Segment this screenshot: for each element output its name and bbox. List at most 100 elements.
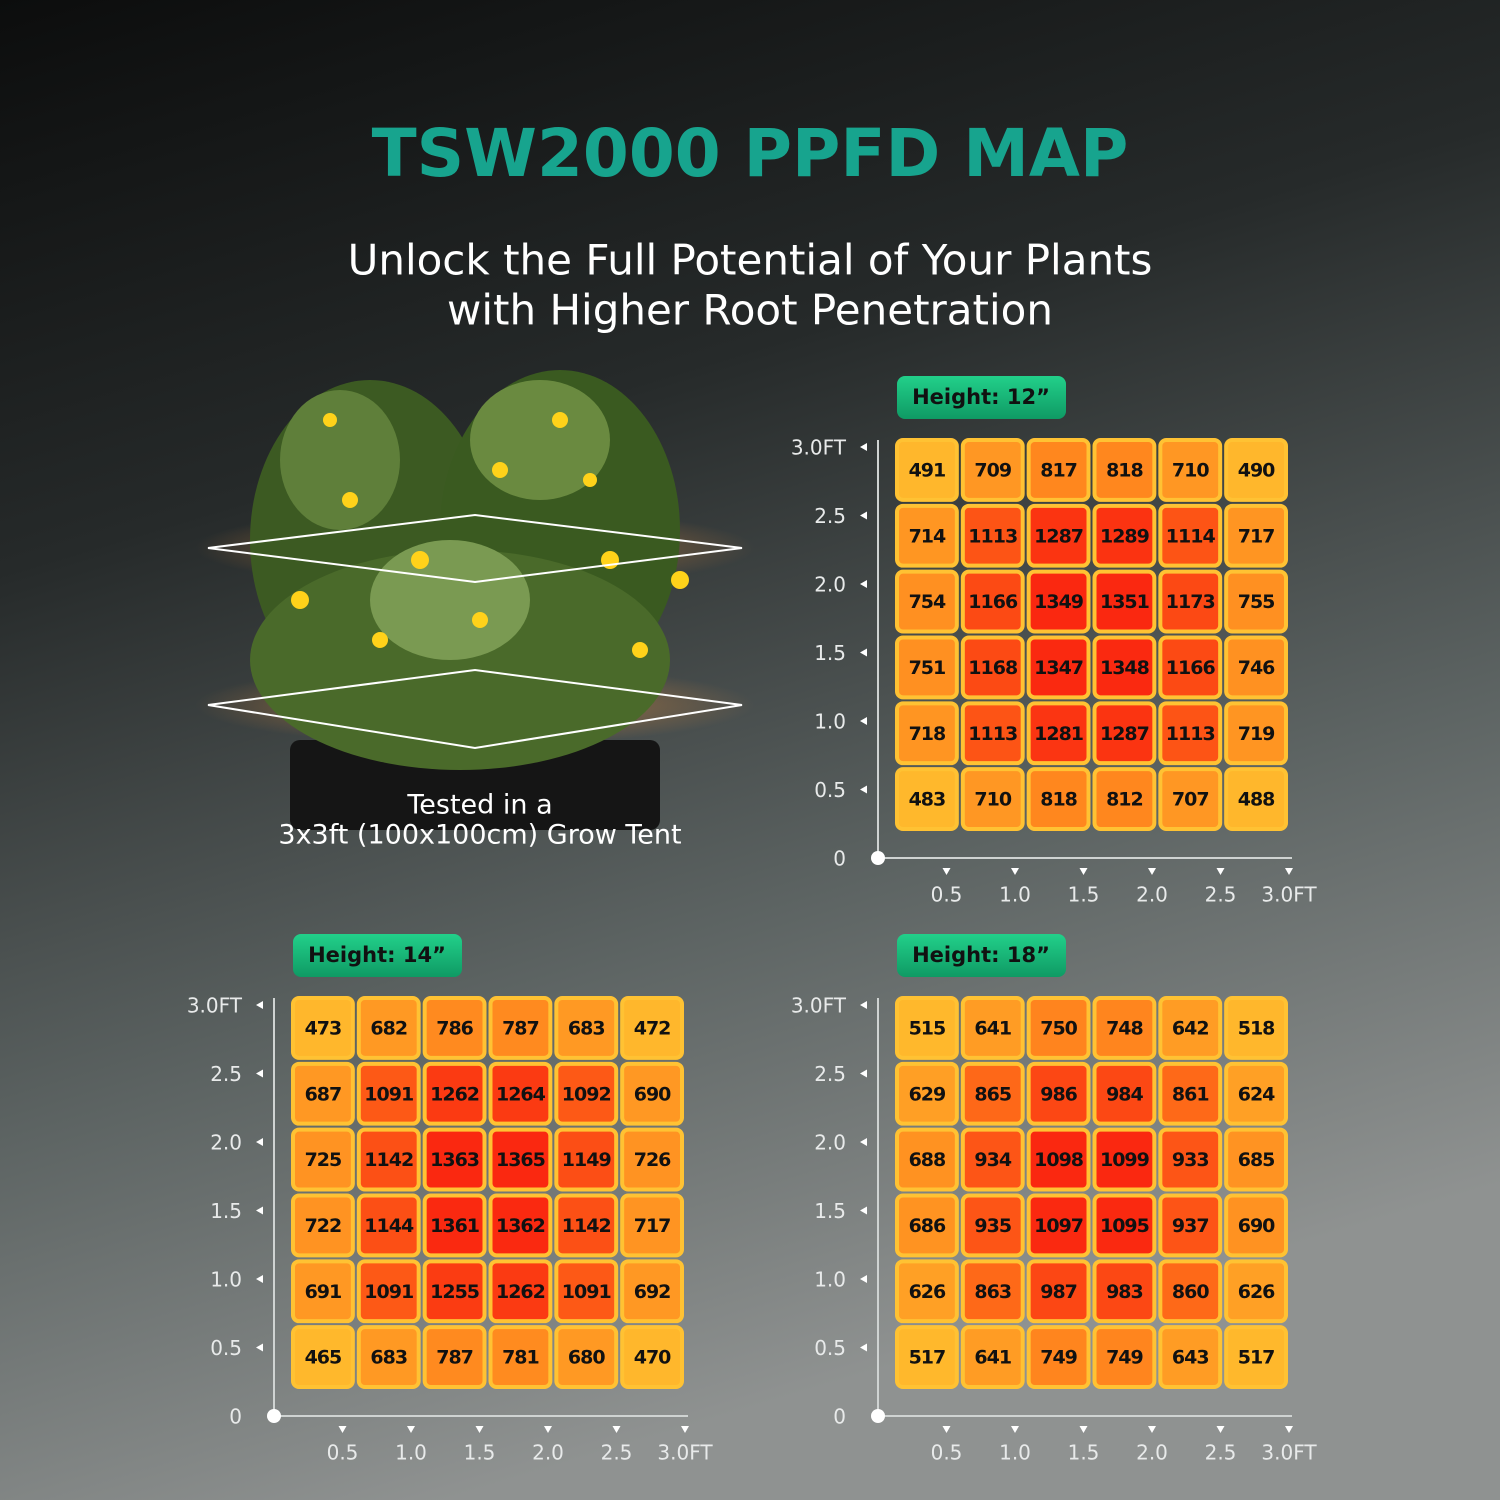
ppfd-cell	[1026, 701, 1091, 766]
ppfd-value: 719	[1238, 723, 1275, 745]
ppfd-cell	[1158, 503, 1223, 568]
ppfd-value: 1289	[1100, 525, 1149, 547]
y-tick-mark	[860, 1001, 867, 1009]
x-tick-mark	[1285, 868, 1293, 875]
x-tick-label: 3.0FT	[1261, 883, 1317, 907]
y-tick-label: 2.0	[814, 1131, 846, 1155]
ppfd-value: 983	[1106, 1281, 1143, 1303]
ppfd-value: 1114	[1166, 525, 1216, 547]
ppfd-value: 1113	[1166, 723, 1215, 745]
ppfd-cell	[895, 996, 959, 1060]
ppfd-cell	[895, 701, 959, 766]
ppfd-value: 749	[1106, 1347, 1143, 1369]
ppfd-cell	[1026, 767, 1091, 832]
x-tick-mark	[1216, 1426, 1225, 1433]
x-tick-mark	[475, 1426, 484, 1433]
ppfd-value: 629	[909, 1083, 946, 1105]
y-tick-mark	[860, 1275, 867, 1283]
ppfd-value: 1348	[1100, 657, 1150, 679]
x-tick-label: 2.0	[532, 1441, 564, 1465]
ppfd-cell	[960, 1061, 1025, 1126]
x-tick-mark	[407, 1426, 415, 1433]
y-tick-label: 3.0FT	[187, 994, 243, 1018]
y-tick-mark	[860, 1069, 867, 1078]
ppfd-cell	[960, 569, 1025, 634]
ppfd-cell	[422, 1259, 487, 1324]
y-tick-label: 1.5	[210, 1199, 242, 1223]
ppfd-value: 1099	[1100, 1149, 1149, 1171]
ppfd-value: 473	[305, 1017, 342, 1039]
ppfd-cell	[620, 1127, 685, 1192]
y-tick-label: 2.5	[814, 504, 846, 528]
ppfd-cell	[1224, 1061, 1288, 1126]
y-tick-mark	[860, 1138, 867, 1146]
ppfd-value: 986	[1040, 1083, 1077, 1105]
x-tick-label: 2.0	[1136, 1441, 1168, 1465]
ppfd-value: 642	[1172, 1017, 1209, 1039]
ppfd-cell	[1026, 1193, 1091, 1258]
y-tick-label: 0.5	[210, 1336, 242, 1360]
ppfd-value: 1142	[364, 1149, 413, 1171]
ppfd-value: 937	[1172, 1215, 1209, 1237]
ppfd-value: 725	[305, 1149, 342, 1171]
height-badge	[293, 934, 462, 977]
ppfd-cell	[960, 1127, 1025, 1192]
ppfd-value: 683	[370, 1347, 407, 1369]
ppfd-value: 726	[634, 1149, 671, 1171]
ppfd-cell	[554, 1325, 619, 1389]
ppfd-cell	[1092, 1127, 1157, 1192]
ppfd-cell	[1092, 1259, 1157, 1324]
ppfd-value: 755	[1238, 591, 1275, 613]
ppfd-cell	[895, 569, 959, 634]
y-tick-mark	[256, 1001, 263, 1009]
ppfd-cell	[356, 1127, 421, 1192]
x-tick-label: 2.5	[1205, 883, 1237, 907]
ppfd-cell	[1158, 1325, 1223, 1389]
ppfd-value: 1262	[430, 1083, 479, 1105]
ppfd-value: 1144	[364, 1215, 414, 1237]
x-tick-label: 1.0	[395, 1441, 427, 1465]
ppfd-value: 488	[1238, 789, 1275, 811]
ppfd-cell	[1092, 635, 1157, 700]
x-tick-label: 3.0FT	[657, 1441, 713, 1465]
ppfd-cell	[1092, 767, 1157, 832]
ppfd-value: 817	[1040, 459, 1077, 481]
ppfd-value: 683	[568, 1017, 605, 1039]
ppfd-cell	[1092, 569, 1157, 634]
height-badge	[897, 934, 1066, 977]
y-tick-mark	[860, 717, 867, 725]
ppfd-value: 518	[1238, 1017, 1275, 1039]
ppfd-cell	[356, 1325, 421, 1389]
ppfd-value: 1365	[496, 1149, 545, 1171]
x-tick-mark	[544, 1426, 552, 1433]
ppfd-cell	[422, 1193, 487, 1258]
ppfd-cell	[422, 996, 487, 1060]
y-tick-label: 1.0	[814, 710, 846, 734]
x-tick-mark	[942, 868, 951, 875]
ppfd-cell	[291, 1325, 355, 1389]
x-tick-label: 1.0	[999, 1441, 1031, 1465]
ppfd-value: 690	[1238, 1215, 1275, 1237]
x-tick-label: 1.0	[999, 883, 1031, 907]
y-tick-label: 3.0FT	[791, 436, 847, 460]
y-tick-label: 0	[833, 1405, 846, 1429]
ppfd-value: 1091	[364, 1281, 413, 1303]
ppfd-value: 1349	[1034, 591, 1083, 613]
y-tick-mark	[860, 511, 867, 520]
ppfd-value: 818	[1106, 459, 1143, 481]
ppfd-value: 1113	[968, 525, 1017, 547]
origin-dot	[871, 1409, 885, 1423]
ppfd-value: 749	[1040, 1347, 1077, 1369]
ppfd-value: 692	[634, 1281, 671, 1303]
ppfd-value: 781	[502, 1347, 539, 1369]
ppfd-value: 865	[974, 1083, 1011, 1105]
ppfd-value: 1166	[1166, 657, 1216, 679]
ppfd-value: 1287	[1034, 525, 1083, 547]
x-tick-label: 0.5	[931, 883, 963, 907]
ppfd-cell	[554, 1259, 619, 1324]
x-tick-mark	[942, 1426, 951, 1433]
ppfd-value: 643	[1172, 1347, 1209, 1369]
ppfd-value: 722	[305, 1215, 342, 1237]
ppfd-value: 1361	[430, 1215, 479, 1237]
ppfd-value: 1149	[562, 1149, 611, 1171]
